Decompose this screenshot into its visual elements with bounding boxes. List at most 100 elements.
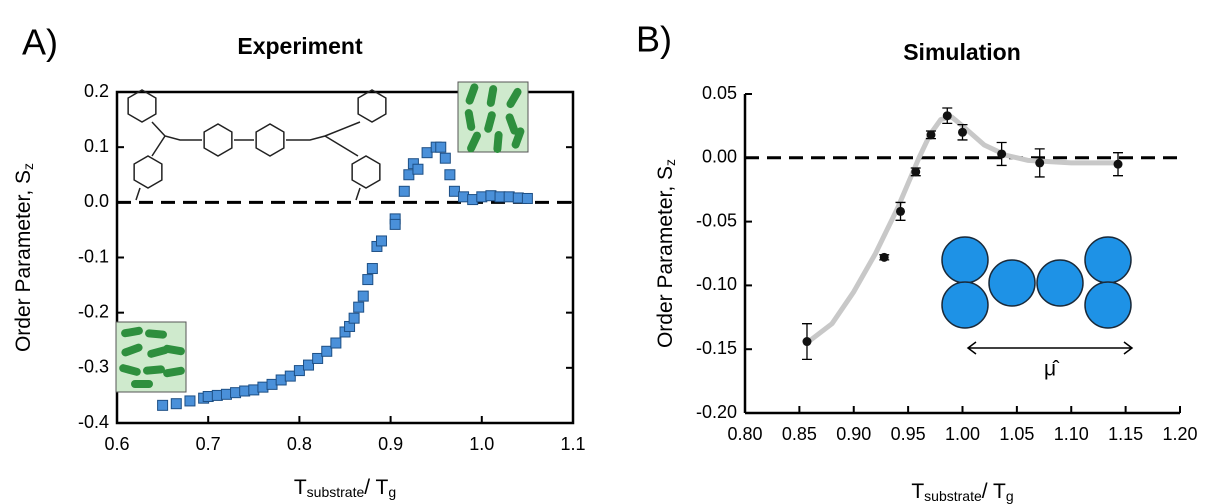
rod — [493, 131, 503, 153]
data-point — [220, 388, 232, 400]
data-point — [958, 127, 967, 137]
data-point — [412, 163, 424, 175]
x-tick-label: 1.1 — [560, 434, 585, 454]
y-tick-label: 0.00 — [702, 147, 737, 167]
data-point — [879, 252, 889, 262]
rod — [121, 343, 143, 357]
panel-label: B) — [636, 19, 672, 60]
data-point — [1035, 158, 1045, 168]
data-point — [467, 194, 479, 206]
data-point — [503, 191, 515, 203]
y-tick-label: -0.3 — [78, 357, 109, 377]
rod — [505, 113, 519, 135]
fit-line — [805, 114, 1119, 345]
data-point — [421, 147, 433, 159]
data-point — [248, 384, 260, 396]
data-point — [293, 365, 305, 377]
data-point — [348, 312, 360, 324]
x-axis-label: Tsubstrate/ Tg — [294, 476, 396, 500]
x-tick-label: 0.85 — [782, 424, 817, 444]
rod — [163, 344, 185, 356]
x-tick-label: 1.00 — [945, 424, 980, 444]
data-point — [353, 301, 365, 313]
chart-title: Simulation — [903, 39, 1021, 65]
data-point — [896, 206, 906, 216]
data-point — [184, 395, 196, 407]
rod — [506, 87, 522, 109]
data-point — [458, 191, 470, 203]
data-point — [802, 337, 812, 347]
data-point — [321, 345, 333, 357]
data-point — [275, 374, 287, 386]
label-subscript: substrate — [307, 484, 365, 500]
x-tick-label: 0.6 — [104, 434, 129, 454]
data-point — [312, 352, 324, 364]
x-tick-label: 0.8 — [287, 434, 312, 454]
rod — [143, 365, 165, 375]
data-point — [157, 399, 169, 411]
rod — [464, 109, 476, 131]
data-point — [389, 218, 401, 230]
rod — [163, 366, 185, 378]
bead — [941, 281, 989, 329]
label-subscript: g — [388, 484, 396, 500]
y-tick-label: -0.1 — [78, 246, 109, 266]
data-point — [439, 152, 451, 164]
data-point — [485, 190, 497, 202]
x-tick-label: 0.7 — [196, 434, 221, 454]
label-subscript: z — [662, 159, 678, 166]
data-point — [926, 130, 936, 140]
y-tick-label: -0.10 — [696, 274, 737, 294]
y-tick-label: -0.4 — [78, 412, 109, 432]
x-tick-label: 0.9 — [378, 434, 403, 454]
molecule-bond — [151, 121, 202, 141]
dipole-arrow — [966, 341, 1134, 355]
data-point — [911, 167, 921, 177]
label-part: T — [911, 480, 924, 503]
y-tick-label: 0.0 — [84, 191, 109, 211]
x-tick-label: 1.05 — [999, 424, 1034, 444]
x-axis-label: Tsubstrate/ Tg — [911, 480, 1013, 504]
label-subscript: substrate — [924, 488, 982, 504]
y-tick-label: -0.15 — [696, 338, 737, 358]
data-point — [521, 192, 533, 204]
data-point — [362, 274, 374, 286]
label-subscript: g — [1006, 488, 1014, 504]
molecule-bond — [135, 187, 141, 201]
data-point — [230, 387, 242, 399]
label-part: Order Parameter, S — [654, 166, 677, 348]
x-tick-label: 0.90 — [836, 424, 871, 444]
data-point — [257, 381, 269, 393]
y-tick-label: -0.05 — [696, 210, 737, 230]
y-tick-label: 0.05 — [702, 83, 737, 103]
molecule-bond — [355, 187, 361, 201]
data-point — [1113, 159, 1123, 169]
molecule-ring — [357, 89, 387, 123]
x-tick-label: 0.95 — [891, 424, 926, 444]
label-part: / T — [982, 480, 1006, 503]
rod — [486, 85, 498, 107]
plot-frame — [115, 90, 575, 425]
annotation: μ̂ — [1044, 358, 1060, 381]
rod — [467, 131, 481, 153]
x-tick-label: 1.15 — [1108, 424, 1143, 444]
molecule-bond — [151, 135, 166, 157]
label-subscript: z — [20, 163, 36, 170]
y-tick-label: -0.20 — [696, 402, 737, 422]
molecule-ring — [133, 155, 163, 189]
bead — [988, 259, 1036, 307]
molecule-ring — [203, 123, 233, 157]
bead — [1084, 236, 1132, 284]
y-tick-label: 0.2 — [84, 81, 109, 101]
rod — [465, 83, 479, 105]
data-point — [942, 111, 952, 121]
rod — [121, 326, 143, 338]
y-axis-label: Order Parameter, Sz — [654, 159, 678, 348]
molecule-ring — [351, 155, 381, 189]
x-tick-label: 1.20 — [1162, 424, 1197, 444]
data-point — [239, 385, 251, 397]
molecule-bond — [324, 135, 359, 157]
label-part: / T — [364, 476, 388, 499]
bead — [941, 236, 989, 284]
